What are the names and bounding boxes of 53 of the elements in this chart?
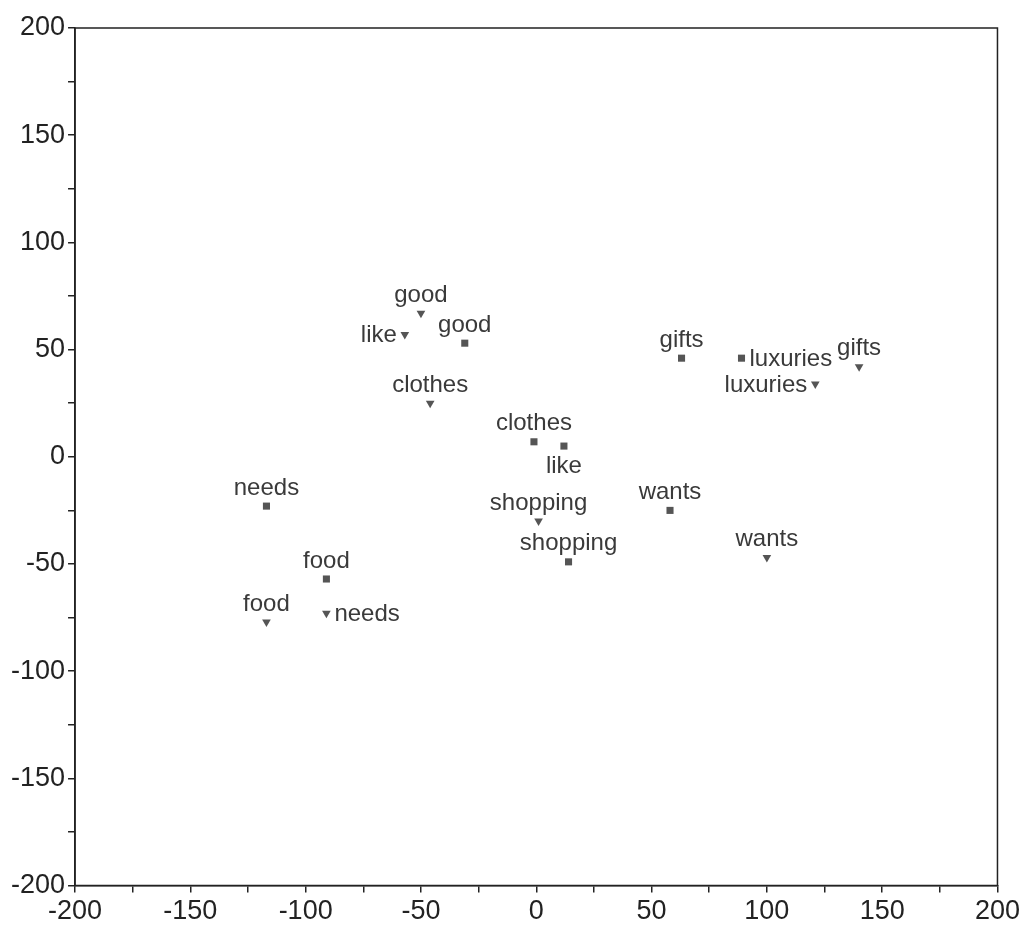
- point: [854, 364, 864, 372]
- annotation: like: [545, 450, 582, 478]
- x-tick-label: -100: [278, 895, 333, 926]
- annotation: gifts: [659, 324, 704, 352]
- annotation: food: [243, 588, 290, 616]
- point: [416, 310, 426, 319]
- y-tick-label: 200: [19, 11, 66, 42]
- annotation: shopping: [489, 487, 588, 515]
- y-tick-label: -200: [10, 869, 66, 900]
- point: [560, 442, 568, 450]
- annotation: wants: [734, 524, 799, 552]
- point: [322, 575, 330, 583]
- x-tick-label: -50: [401, 895, 441, 926]
- annotation: like: [360, 320, 397, 348]
- annotation: food: [303, 545, 350, 573]
- y-tick-label: 150: [19, 118, 66, 149]
- annotation: gifts: [837, 333, 882, 361]
- y-tick-label: 0: [50, 440, 66, 471]
- y-tick-label: -100: [10, 654, 66, 685]
- x-tick-label: 150: [859, 895, 905, 926]
- annotation: needs: [233, 472, 300, 500]
- annotation: luxuries: [749, 343, 833, 371]
- point: [461, 339, 469, 347]
- y-tick-label: 100: [19, 225, 66, 256]
- point: [762, 555, 772, 563]
- point: [322, 610, 331, 619]
- annotation: good: [394, 279, 448, 307]
- point: [534, 518, 543, 527]
- y-tick-label: 50: [34, 333, 66, 364]
- y-tick-label: -150: [10, 761, 66, 792]
- x-tick-label: 200: [974, 895, 1021, 926]
- annotation: clothes: [392, 369, 469, 397]
- point: [262, 619, 271, 627]
- annotation: good: [438, 309, 492, 337]
- annotation: shopping: [519, 528, 618, 556]
- point: [400, 332, 410, 340]
- point: [262, 502, 270, 510]
- annotation: luxuries: [724, 369, 808, 397]
- point: [737, 354, 746, 362]
- annotation: wants: [637, 477, 702, 505]
- point: [810, 381, 820, 389]
- x-tick-label: 100: [744, 895, 790, 926]
- x-tick-label: -150: [163, 895, 218, 926]
- point: [565, 558, 573, 566]
- point: [678, 354, 686, 362]
- annotation: needs: [334, 598, 400, 626]
- point: [530, 438, 538, 446]
- annotation: clothes: [495, 408, 572, 436]
- x-tick-label: 0: [528, 895, 544, 926]
- point: [425, 400, 435, 409]
- y-tick-label: -50: [26, 547, 66, 578]
- x-tick-label: 50: [636, 895, 667, 926]
- point: [666, 506, 674, 514]
